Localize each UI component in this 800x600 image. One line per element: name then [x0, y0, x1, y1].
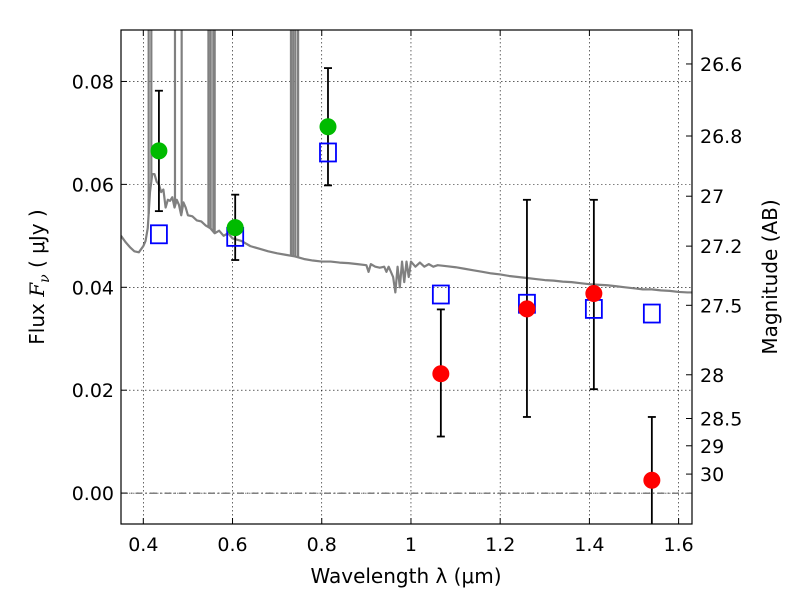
axis-ticks: 0.4 0.6 0.8 1 1.2 1.4 1.6 0.00 0.02 0.04 0.06 0.08 2…: [72, 30, 742, 556]
red-flux-point: [643, 471, 661, 489]
magnitude-tick-label: 28.5: [700, 409, 742, 431]
x-axis-title: Wavelength λ (μm): [310, 564, 501, 588]
model-band-square: [150, 224, 168, 245]
y-tick-label: 0.00: [72, 483, 114, 505]
green-flux-point: [319, 118, 337, 136]
x-tick-label: 1.6: [664, 534, 694, 556]
model-band-square: [319, 142, 337, 163]
observed-points: [150, 118, 661, 489]
x-tick-label: 0.4: [128, 534, 158, 556]
y-axis-title-unit: ( μJy ): [25, 209, 49, 274]
y-tick-label: 0.04: [72, 277, 114, 299]
magnitude-tick-label: 26.8: [700, 126, 742, 148]
plot-frame: [120, 29, 693, 525]
magnitude-tick-label: 30: [700, 464, 724, 486]
red-flux-point: [432, 365, 450, 383]
y-tick-label: 0.02: [72, 380, 114, 402]
red-flux-point: [585, 284, 603, 302]
y-tick-label: 0.08: [72, 71, 114, 93]
green-flux-point: [150, 142, 168, 160]
model-band-square: [431, 284, 450, 305]
green-flux-point: [226, 219, 244, 237]
model-band-square: [642, 303, 661, 324]
y-axis-title-symbol: F: [25, 282, 49, 298]
magnitude-tick-label: 27.5: [700, 295, 742, 317]
magnitude-tick-label: 27.2: [700, 236, 742, 258]
y-axis-title-left: Flux Fν ( μJy ): [25, 209, 53, 344]
x-tick-label: 0.8: [307, 534, 337, 556]
magnitude-tick-label: 28: [700, 365, 724, 387]
y-tick-label: 0.06: [72, 174, 114, 196]
model-spectrum: [121, 30, 692, 294]
y-axis-title-right: Magnitude (AB): [758, 199, 782, 354]
magnitude-tick-label: 26.6: [700, 54, 742, 76]
y-axis-title-subscript: ν: [37, 274, 53, 283]
x-tick-label: 0.6: [217, 534, 247, 556]
x-tick-label: 1.4: [574, 534, 604, 556]
y-axis-title-prefix: Flux: [25, 297, 49, 345]
spectrum-line: [121, 172, 692, 294]
plot-background: [121, 30, 692, 524]
magnitude-tick-label: 27: [700, 186, 724, 208]
red-flux-point: [518, 300, 536, 318]
magnitude-tick-label: 29: [700, 436, 724, 458]
x-tick-label: 1.2: [485, 534, 515, 556]
x-tick-label: 1: [405, 534, 417, 556]
